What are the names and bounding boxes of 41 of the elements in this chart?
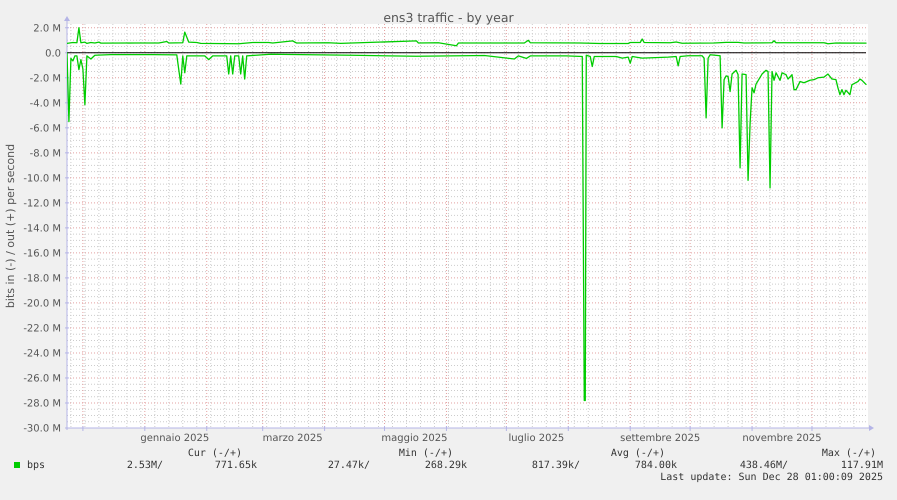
y-tick-label: -20.0 M: [23, 298, 61, 310]
y-tick-label: -14.0 M: [23, 223, 61, 234]
text: 817.39k/: [532, 460, 580, 471]
y-tick-label: -4.0 M: [30, 98, 61, 110]
text: Min (-/+): [398, 448, 453, 459]
y-axis-title: bits in (-) / out (+) per second: [4, 144, 17, 308]
text: 27.47k/: [328, 460, 370, 471]
y-tick-label: 0.0: [45, 48, 61, 60]
y-tick-label: -8.0 M: [30, 148, 61, 160]
text: 2.53M/: [126, 460, 163, 471]
x-tick-label: marzo 2025: [262, 433, 323, 444]
chart-title: ens3 traffic - by year: [383, 10, 515, 25]
x-tick-label: gennaio 2025: [140, 433, 210, 444]
text: 771.65k: [214, 460, 257, 471]
text: 438.46M/: [740, 460, 788, 471]
y-tick-label: -30.0 M: [23, 424, 61, 434]
y-tick-label: -18.0 M: [23, 273, 61, 284]
x-tick-label: settembre 2025: [620, 433, 700, 444]
y-tick-label: -10.0 M: [23, 173, 61, 184]
y-tick-label: -28.0 M: [23, 398, 61, 410]
y-tick-label: -22.0 M: [23, 323, 61, 334]
y-tick-label: -16.0 M: [23, 248, 61, 260]
text: Cur (-/+): [188, 448, 242, 459]
x-tick-label: luglio 2025: [508, 433, 564, 444]
line-series: [67, 52, 867, 402]
y-tick-label: -12.0 M: [23, 198, 61, 210]
text: Avg (-/+): [610, 448, 665, 459]
line-series: [67, 27, 867, 46]
y-tick-label: 2.0 M: [33, 23, 61, 34]
y-tick-label: -26.0 M: [23, 373, 61, 384]
y-tick-label: -6.0 M: [30, 123, 61, 134]
text: 117.91M: [840, 460, 883, 471]
legend-label: bps: [27, 460, 46, 471]
text: 268.29k: [424, 460, 467, 471]
text: 784.00k: [634, 460, 677, 471]
text: Last update: Sun Dec 28 01:00:09 2025: [660, 472, 883, 483]
x-tick-label: maggio 2025: [381, 433, 448, 444]
text: Max (-/+): [822, 448, 876, 459]
y-tick-label: -24.0 M: [23, 348, 61, 360]
y-tick-label: -2.0 M: [30, 73, 61, 84]
x-tick-label: novembre 2025: [742, 433, 822, 444]
